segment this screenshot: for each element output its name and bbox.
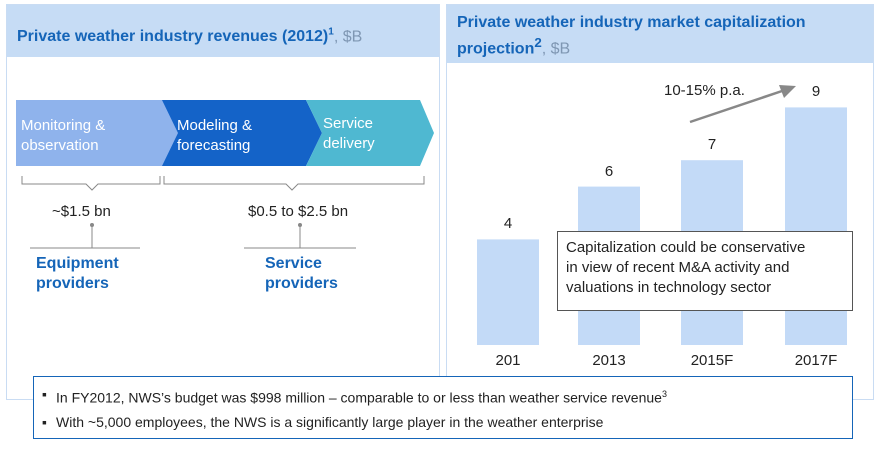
category-label: 2013 (592, 352, 626, 369)
notes-box: ▪ In FY2012, NWS’s budget was $998 millio… (33, 376, 853, 439)
growth-rate-annotation: 10-15% p.a. (664, 82, 745, 99)
note-item: ▪ In FY2012, NWS’s budget was $998 millio… (42, 382, 844, 410)
revenues-panel: Private weather industry revenues (2012)… (6, 4, 440, 400)
chevron-monitoring-label: Monitoring & observation (21, 117, 106, 154)
market-cap-panel-header: Private weather industry market capitali… (447, 5, 873, 63)
category-label: 201 (495, 352, 521, 369)
market-cap-title-line2: projection2, $B (457, 35, 571, 58)
service-providers-label: Service providers (265, 255, 338, 292)
chevron-modeling-label: Modeling & forecasting (177, 117, 253, 154)
revenues-unit: , $B (333, 28, 363, 46)
bar-value-label: 4 (503, 215, 513, 233)
service-revenue-value: $0.5 to $2.5 bn (248, 203, 349, 220)
equipment-providers-label: Equipment providers (36, 255, 119, 292)
value-chain-chevrons (16, 100, 434, 166)
bar-value-label: 7 (707, 136, 717, 154)
chevron-modeling (162, 100, 322, 166)
equipment-connector-dot (90, 223, 94, 227)
service-bracket (163, 176, 425, 191)
revenues-panel-header: Private weather industry revenues (2012)… (7, 5, 439, 57)
note-item: ▪ With ~5,000 employees, the NWS is a sig… (42, 410, 844, 434)
service-connector-dot (298, 223, 302, 227)
chevron-service (306, 100, 434, 166)
callout-line-3: valuations in technology sector (566, 279, 772, 296)
bar-value-label: 9 (811, 83, 821, 101)
capitalization-callout: Capitalization could be conservative in … (557, 231, 853, 311)
bar-value-label: 6 (604, 162, 614, 180)
callout-line-2: in view of recent M&A activity and (566, 259, 790, 276)
market-cap-title-line1: Private weather industry market capitali… (457, 14, 806, 31)
category-label: 2017F (794, 352, 838, 369)
equipment-revenue-value: ~$1.5 bn (52, 203, 111, 220)
equipment-bracket (21, 176, 161, 191)
revenue-brackets (21, 176, 425, 249)
chevron-service-label: Service delivery (323, 115, 375, 152)
bar-201 (477, 239, 539, 345)
growth-arrow (689, 85, 796, 124)
callout-line-1: Capitalization could be conservative (566, 239, 806, 256)
bullet-icon: ▪ (42, 386, 47, 402)
revenues-title: Private weather industry revenues (2012)… (17, 27, 334, 46)
category-label: 2015F (690, 352, 734, 369)
bullet-icon: ▪ (42, 413, 47, 430)
chevron-monitoring (16, 100, 182, 166)
